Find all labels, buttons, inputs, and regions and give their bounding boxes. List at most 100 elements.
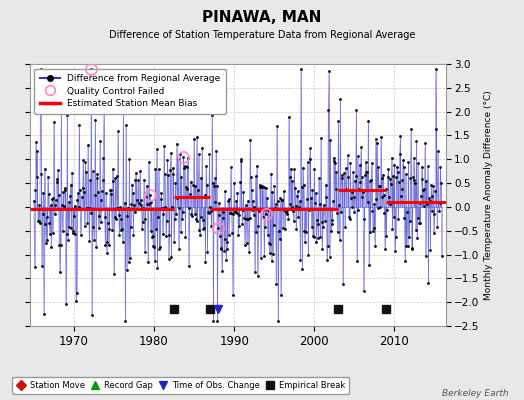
Point bbox=[307, 194, 315, 201]
Point bbox=[283, 206, 292, 212]
Point bbox=[298, 183, 306, 190]
Point bbox=[204, 210, 213, 216]
Point bbox=[78, 194, 86, 200]
Point bbox=[200, 225, 209, 232]
Point bbox=[257, 184, 266, 190]
Point bbox=[230, 211, 238, 217]
Point bbox=[52, 197, 60, 203]
Point bbox=[428, 208, 436, 214]
Point bbox=[104, 242, 113, 248]
Point bbox=[266, 241, 275, 248]
Point bbox=[420, 186, 429, 193]
Point bbox=[381, 246, 389, 252]
Point bbox=[130, 209, 139, 215]
Point bbox=[418, 164, 426, 170]
Point bbox=[206, 204, 214, 211]
Point bbox=[279, 224, 287, 231]
Point bbox=[187, 178, 195, 185]
Point bbox=[309, 234, 318, 240]
Point bbox=[423, 201, 431, 207]
Point bbox=[296, 257, 304, 263]
Point bbox=[267, 258, 276, 264]
Point bbox=[31, 139, 40, 145]
Point bbox=[190, 136, 198, 142]
Point bbox=[47, 244, 56, 250]
Point bbox=[270, 182, 278, 189]
Point bbox=[323, 256, 331, 263]
Point bbox=[324, 106, 332, 113]
Point bbox=[210, 183, 219, 189]
Point bbox=[392, 174, 400, 180]
Point bbox=[252, 173, 260, 180]
Point bbox=[301, 239, 309, 245]
Point bbox=[269, 251, 277, 258]
Point bbox=[412, 138, 421, 144]
Point bbox=[147, 199, 156, 206]
Point bbox=[52, 176, 61, 182]
Point bbox=[394, 216, 402, 223]
Point bbox=[170, 216, 179, 222]
Point bbox=[75, 122, 83, 128]
Point bbox=[128, 190, 137, 196]
Point bbox=[399, 156, 407, 163]
Point bbox=[94, 225, 103, 232]
Point bbox=[243, 240, 251, 246]
Point bbox=[209, 318, 217, 324]
Point bbox=[239, 189, 248, 196]
Point bbox=[333, 229, 342, 236]
Point bbox=[135, 200, 144, 206]
Point bbox=[147, 228, 155, 235]
Point bbox=[235, 223, 244, 230]
Point bbox=[224, 198, 232, 204]
Point bbox=[103, 250, 111, 256]
Point bbox=[289, 208, 297, 214]
Point bbox=[388, 155, 396, 161]
Point bbox=[211, 175, 219, 182]
Text: Berkeley Earth: Berkeley Earth bbox=[442, 389, 508, 398]
Point bbox=[337, 209, 345, 216]
Point bbox=[435, 200, 444, 206]
Point bbox=[264, 232, 272, 238]
Point bbox=[208, 223, 216, 230]
Point bbox=[220, 248, 228, 255]
Point bbox=[287, 204, 296, 211]
Point bbox=[219, 208, 227, 215]
Point bbox=[60, 186, 69, 193]
Point bbox=[285, 114, 293, 120]
Point bbox=[236, 178, 244, 185]
Point bbox=[313, 221, 322, 227]
Point bbox=[305, 156, 314, 162]
Point bbox=[263, 194, 271, 201]
Point bbox=[50, 119, 58, 125]
Point bbox=[276, 195, 285, 202]
Point bbox=[148, 234, 156, 240]
Point bbox=[344, 173, 353, 180]
Point bbox=[279, 188, 288, 194]
Point bbox=[96, 138, 104, 144]
Point bbox=[162, 233, 170, 239]
Point bbox=[391, 234, 400, 241]
Point bbox=[120, 206, 128, 212]
Point bbox=[308, 187, 316, 194]
Point bbox=[401, 171, 410, 177]
Point bbox=[174, 156, 182, 162]
Point bbox=[58, 228, 67, 234]
Point bbox=[311, 189, 320, 196]
Point bbox=[335, 236, 344, 243]
Point bbox=[69, 228, 77, 234]
Point bbox=[302, 228, 310, 235]
Point bbox=[329, 198, 337, 204]
Point bbox=[395, 178, 403, 185]
Point bbox=[151, 166, 160, 173]
Point bbox=[235, 212, 243, 219]
Point bbox=[257, 255, 265, 261]
Point bbox=[342, 165, 350, 172]
Point bbox=[430, 230, 438, 236]
Point bbox=[416, 220, 424, 227]
Point bbox=[372, 136, 380, 143]
Point bbox=[158, 204, 166, 211]
Point bbox=[310, 166, 319, 172]
Point bbox=[162, 218, 171, 224]
Point bbox=[237, 158, 245, 164]
Point bbox=[427, 182, 435, 188]
